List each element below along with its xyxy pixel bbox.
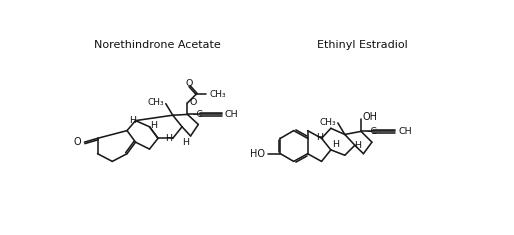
Text: H: H: [130, 116, 136, 125]
Text: CH₃: CH₃: [210, 90, 227, 99]
Text: CH₃: CH₃: [148, 98, 164, 107]
Text: –C: –C: [366, 127, 377, 136]
Text: H: H: [150, 121, 157, 130]
Text: HO: HO: [250, 149, 265, 159]
Text: H: H: [354, 141, 361, 150]
Text: H: H: [182, 138, 189, 147]
Text: H: H: [333, 140, 339, 149]
Text: –C: –C: [193, 110, 204, 119]
Text: Norethindrone Acetate: Norethindrone Acetate: [94, 40, 221, 50]
Text: O: O: [189, 98, 196, 107]
Text: CH: CH: [225, 110, 238, 119]
Text: O: O: [74, 137, 81, 147]
Text: H: H: [165, 134, 172, 143]
Text: OH: OH: [362, 112, 378, 122]
Text: H: H: [316, 133, 323, 142]
Text: CH: CH: [398, 127, 412, 136]
Text: Ethinyl Estradiol: Ethinyl Estradiol: [317, 40, 408, 50]
Text: O: O: [186, 79, 193, 88]
Text: CH₃: CH₃: [320, 118, 336, 127]
